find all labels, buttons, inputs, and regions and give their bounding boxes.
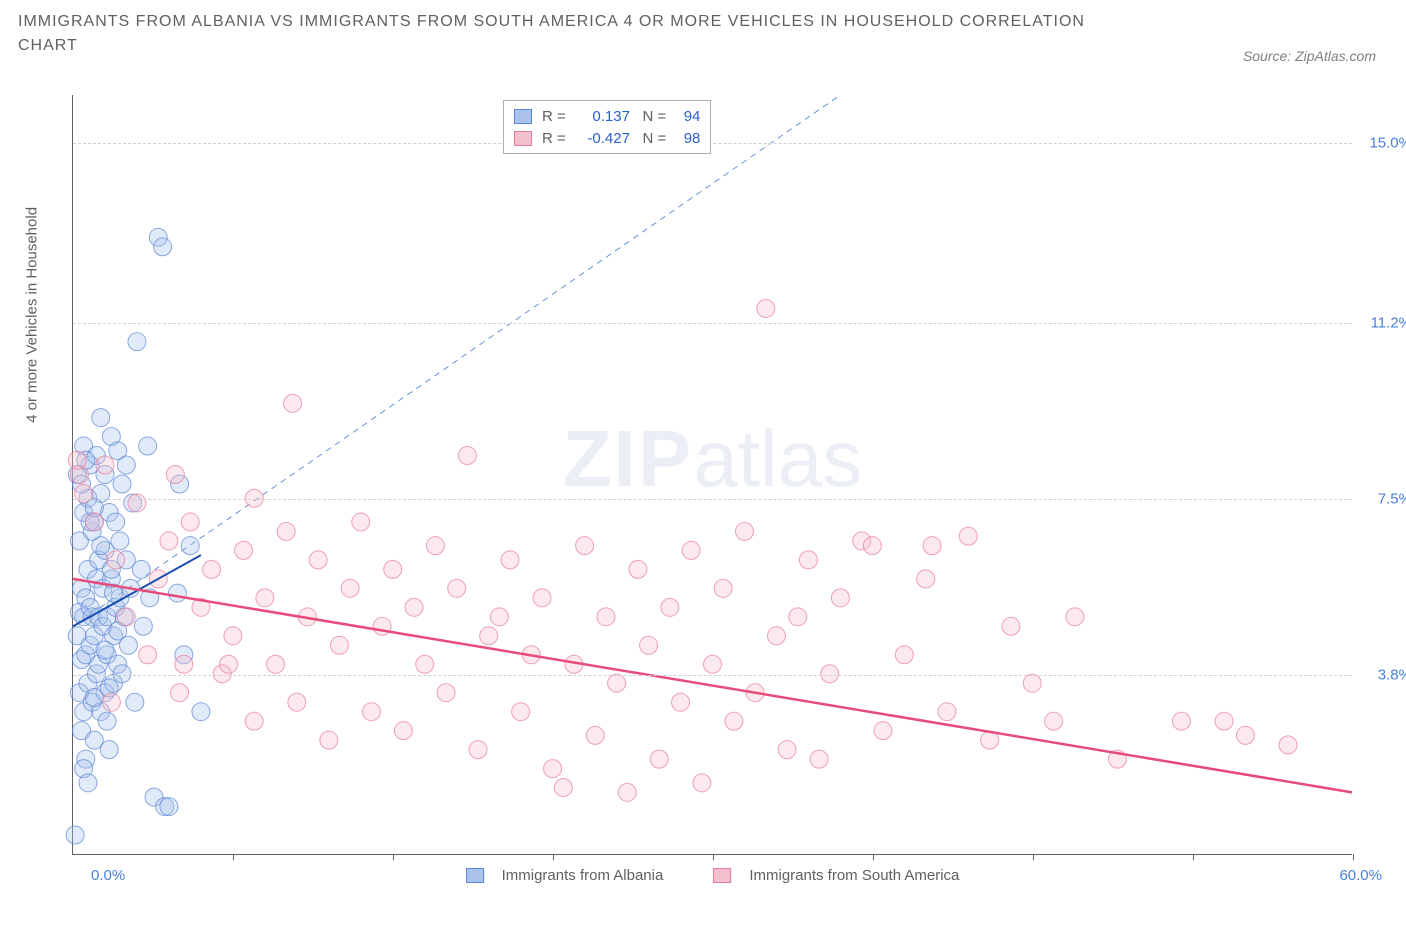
legend-item-albania: Immigrants from Albania xyxy=(466,867,664,884)
swatch-south-america xyxy=(514,131,532,146)
x-max-label: 60.0% xyxy=(1339,867,1382,884)
scatter-svg xyxy=(73,95,1352,854)
y-tick-label: 11.2% xyxy=(1357,315,1406,332)
stats-row-albania: R = 0.137 N = 94 xyxy=(514,105,700,127)
legend-label-south-america: Immigrants from South America xyxy=(749,867,959,884)
legend-label-albania: Immigrants from Albania xyxy=(502,867,664,884)
y-axis-title: 4 or more Vehicles in Household xyxy=(24,207,41,423)
x-tick xyxy=(1193,854,1194,860)
x-tick xyxy=(553,854,554,860)
legend-swatch-albania xyxy=(466,868,484,883)
gridline xyxy=(73,499,1352,500)
x-min-label: 0.0% xyxy=(91,867,125,884)
y-tick-label: 7.5% xyxy=(1357,490,1406,507)
y-tick-label: 3.8% xyxy=(1357,666,1406,683)
x-tick xyxy=(233,854,234,860)
x-tick xyxy=(393,854,394,860)
r-value-albania: 0.137 xyxy=(570,108,630,125)
x-tick xyxy=(873,854,874,860)
stats-legend: R = 0.137 N = 94 R = -0.427 N = 98 xyxy=(503,100,711,154)
r-value-south-america: -0.427 xyxy=(570,130,630,147)
swatch-albania xyxy=(514,109,532,124)
x-tick xyxy=(1033,854,1034,860)
chart-area: 4 or more Vehicles in Household ZIPatlas… xyxy=(50,95,1380,885)
chart-title: IMMIGRANTS FROM ALBANIA VS IMMIGRANTS FR… xyxy=(18,10,1118,58)
gridline xyxy=(73,143,1352,144)
legend-item-south-america: Immigrants from South America xyxy=(713,867,959,884)
source-label: Source: ZipAtlas.com xyxy=(1243,48,1376,64)
plot-region: ZIPatlas R = 0.137 N = 94 R = -0.427 N = xyxy=(72,95,1352,855)
stats-row-south-america: R = -0.427 N = 98 xyxy=(514,127,700,149)
x-tick xyxy=(1353,854,1354,860)
n-value-albania: 94 xyxy=(670,108,700,125)
y-tick-label: 15.0% xyxy=(1357,134,1406,151)
legend-swatch-south-america xyxy=(713,868,731,883)
bottom-legend: Immigrants from Albania Immigrants from … xyxy=(466,867,960,884)
x-tick xyxy=(713,854,714,860)
gridline xyxy=(73,675,1352,676)
gridline xyxy=(73,323,1352,324)
n-value-south-america: 98 xyxy=(670,130,700,147)
